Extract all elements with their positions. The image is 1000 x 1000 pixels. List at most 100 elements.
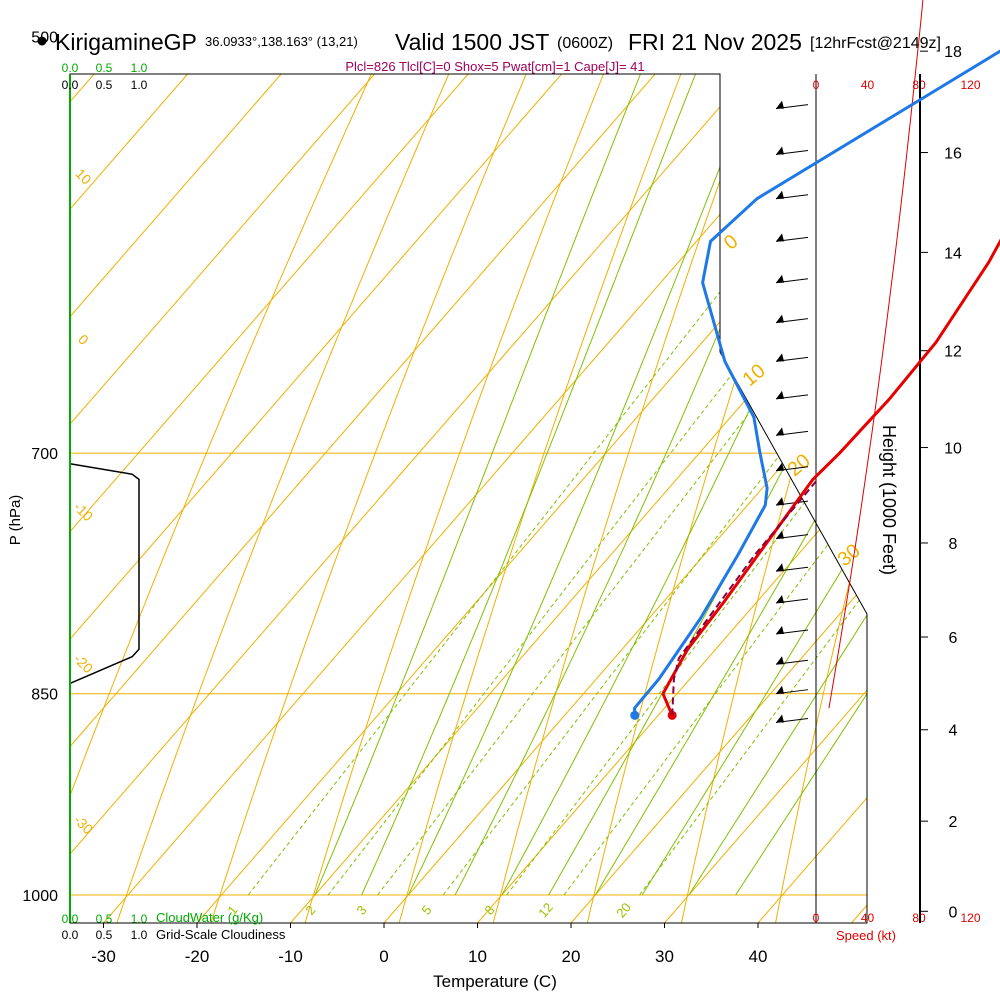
height-tick-label: 6 (949, 630, 958, 647)
isotherm-line (664, 74, 867, 923)
moist-adiabat-line (361, 74, 867, 896)
height-axis-title: Height (1000 Feet) (879, 425, 899, 575)
isotherm-line (570, 74, 867, 923)
cloudiness-tick-top: 1.0 (131, 78, 148, 92)
isotherm-line (70, 74, 563, 923)
speed-tick-top: 120 (960, 78, 980, 92)
speed-tick-bottom: 0 (813, 911, 820, 925)
height-tick-label: 2 (949, 814, 958, 831)
cloudwater-tick-top: 1.0 (131, 61, 148, 75)
dry-adiabat-label: 0 (75, 331, 92, 348)
dry-adiabat-line (70, 74, 842, 923)
station-coords: 36.0933°,138.163° (13,21) (205, 34, 358, 49)
isotherm-line (70, 74, 750, 923)
speed-tick-top: 40 (861, 78, 875, 92)
moist-adiabat-line (735, 74, 867, 896)
mixing-ratio-label: 3 (353, 903, 369, 918)
height-tick-label: 4 (949, 723, 958, 740)
cloudiness-tick-bottom: 1.0 (131, 928, 148, 942)
temperature-line (661, 238, 1000, 716)
dry-adiabat-label: -10 (71, 499, 97, 525)
isotherm-line (70, 74, 189, 923)
cloudiness-label: Grid-Scale Cloudiness (156, 927, 286, 942)
speed-tick-bottom: 120 (960, 911, 980, 925)
station-dot-icon (37, 36, 47, 46)
cloudiness-tick-bottom: 0.0 (62, 928, 79, 942)
wind-barb-flag (776, 233, 784, 242)
height-tick-label: 10 (944, 441, 962, 458)
dry-adiabat-line (481, 74, 867, 923)
dry-adiabat-line (957, 0, 1000, 967)
pressure-tick-label: 500 (31, 29, 58, 46)
y-axis-title: P (hPa) (7, 495, 24, 546)
isotherm-line (477, 74, 867, 923)
mixing-ratio-label: 12 (535, 900, 556, 921)
isotherm-line (383, 74, 867, 923)
mixing-ratio-line (563, 74, 867, 896)
dry-adiabat-line (766, 74, 867, 923)
temperature-tick-label: 30 (655, 947, 674, 966)
isotherm-line (103, 74, 843, 923)
speed-tick-bottom: 40 (861, 911, 875, 925)
wind-barb-flag (776, 530, 784, 539)
cloudwater-tick-top: 0.5 (96, 61, 113, 75)
isotherm-line (196, 74, 867, 923)
cloudiness-tick-bottom: 0.5 (96, 928, 113, 942)
left-axis: 25030040050070085010000.00.51.00.00.51.0… (22, 29, 148, 942)
height-tick-label: 16 (944, 146, 962, 163)
temperature-tick-label: -30 (91, 947, 116, 966)
moist-adiabat-label: 20 (784, 450, 815, 481)
temperature-tick-label: -10 (278, 947, 303, 966)
cloudwater-tick-bottom: 0.5 (96, 912, 113, 926)
wind-barb-flag (776, 314, 784, 323)
height-tick-label: 12 (944, 344, 962, 361)
cloudwater-tick-bottom: 0.0 (62, 912, 79, 926)
height-tick-label: 18 (944, 44, 962, 61)
dewpoint-surface-point (630, 710, 640, 720)
wind-barb-flag (776, 390, 784, 399)
wind-barb-flag (776, 497, 784, 506)
moist-adiabat-label: 10 (739, 360, 770, 391)
temperature-tick-label: 20 (562, 947, 581, 966)
valid-time: Valid 1500 JST (395, 29, 549, 55)
speed-label: Speed (kt) (836, 928, 896, 943)
utc-time: (0600Z) (557, 35, 613, 52)
moist-adiabat-line (314, 74, 867, 896)
pressure-tick-label: 850 (31, 687, 58, 704)
dewpoint-line (633, 49, 1000, 716)
x-axis-title: Temperature (C) (433, 972, 557, 991)
height-tick-label: 14 (944, 245, 962, 262)
mixing-ratio-line (247, 74, 867, 896)
cloudiness-tick-top: 0.5 (96, 78, 113, 92)
wind-barb-flag (776, 146, 784, 155)
moist-adiabat-line (407, 74, 867, 896)
isotherm-line (70, 74, 376, 923)
dry-adiabat-label: -30 (71, 812, 97, 838)
plot-frame (69, 73, 868, 924)
wind-barb-flag (776, 625, 784, 634)
moist-adiabat-label: 30 (834, 540, 865, 571)
station-name: KirigamineGP (55, 29, 197, 55)
temperature-tick-label: 40 (749, 947, 768, 966)
isotherm-line (851, 74, 867, 923)
wind-barb-flag (776, 427, 784, 436)
isotherm-line (70, 74, 469, 923)
right-panel: 0040408080120120024681012141618202224262… (775, 0, 981, 925)
cloudiness-tick-top: 0.0 (62, 78, 79, 92)
height-tick-label: 0 (949, 904, 958, 921)
forecast-info: [12hrFcst@2149z] (810, 35, 941, 52)
mixing-ratio-line (377, 74, 867, 896)
cloudwater-label: CloudWater (g/Kg) (156, 910, 263, 925)
temperature-tick-label: 10 (468, 947, 487, 966)
moist-adiabat-line (688, 74, 867, 896)
wind-barb-flag (776, 685, 784, 694)
temperature-tick-label: -20 (185, 947, 210, 966)
parcel-line (671, 478, 819, 716)
wind-barb-flag (776, 714, 784, 723)
moist-adiabat-line (594, 74, 867, 896)
isotherm-line (290, 74, 867, 923)
mixing-ratio-line (442, 74, 867, 896)
dry-adiabat-line (291, 74, 867, 923)
isotherm-line (757, 74, 867, 923)
mixing-ratio-label: 20 (613, 900, 634, 921)
